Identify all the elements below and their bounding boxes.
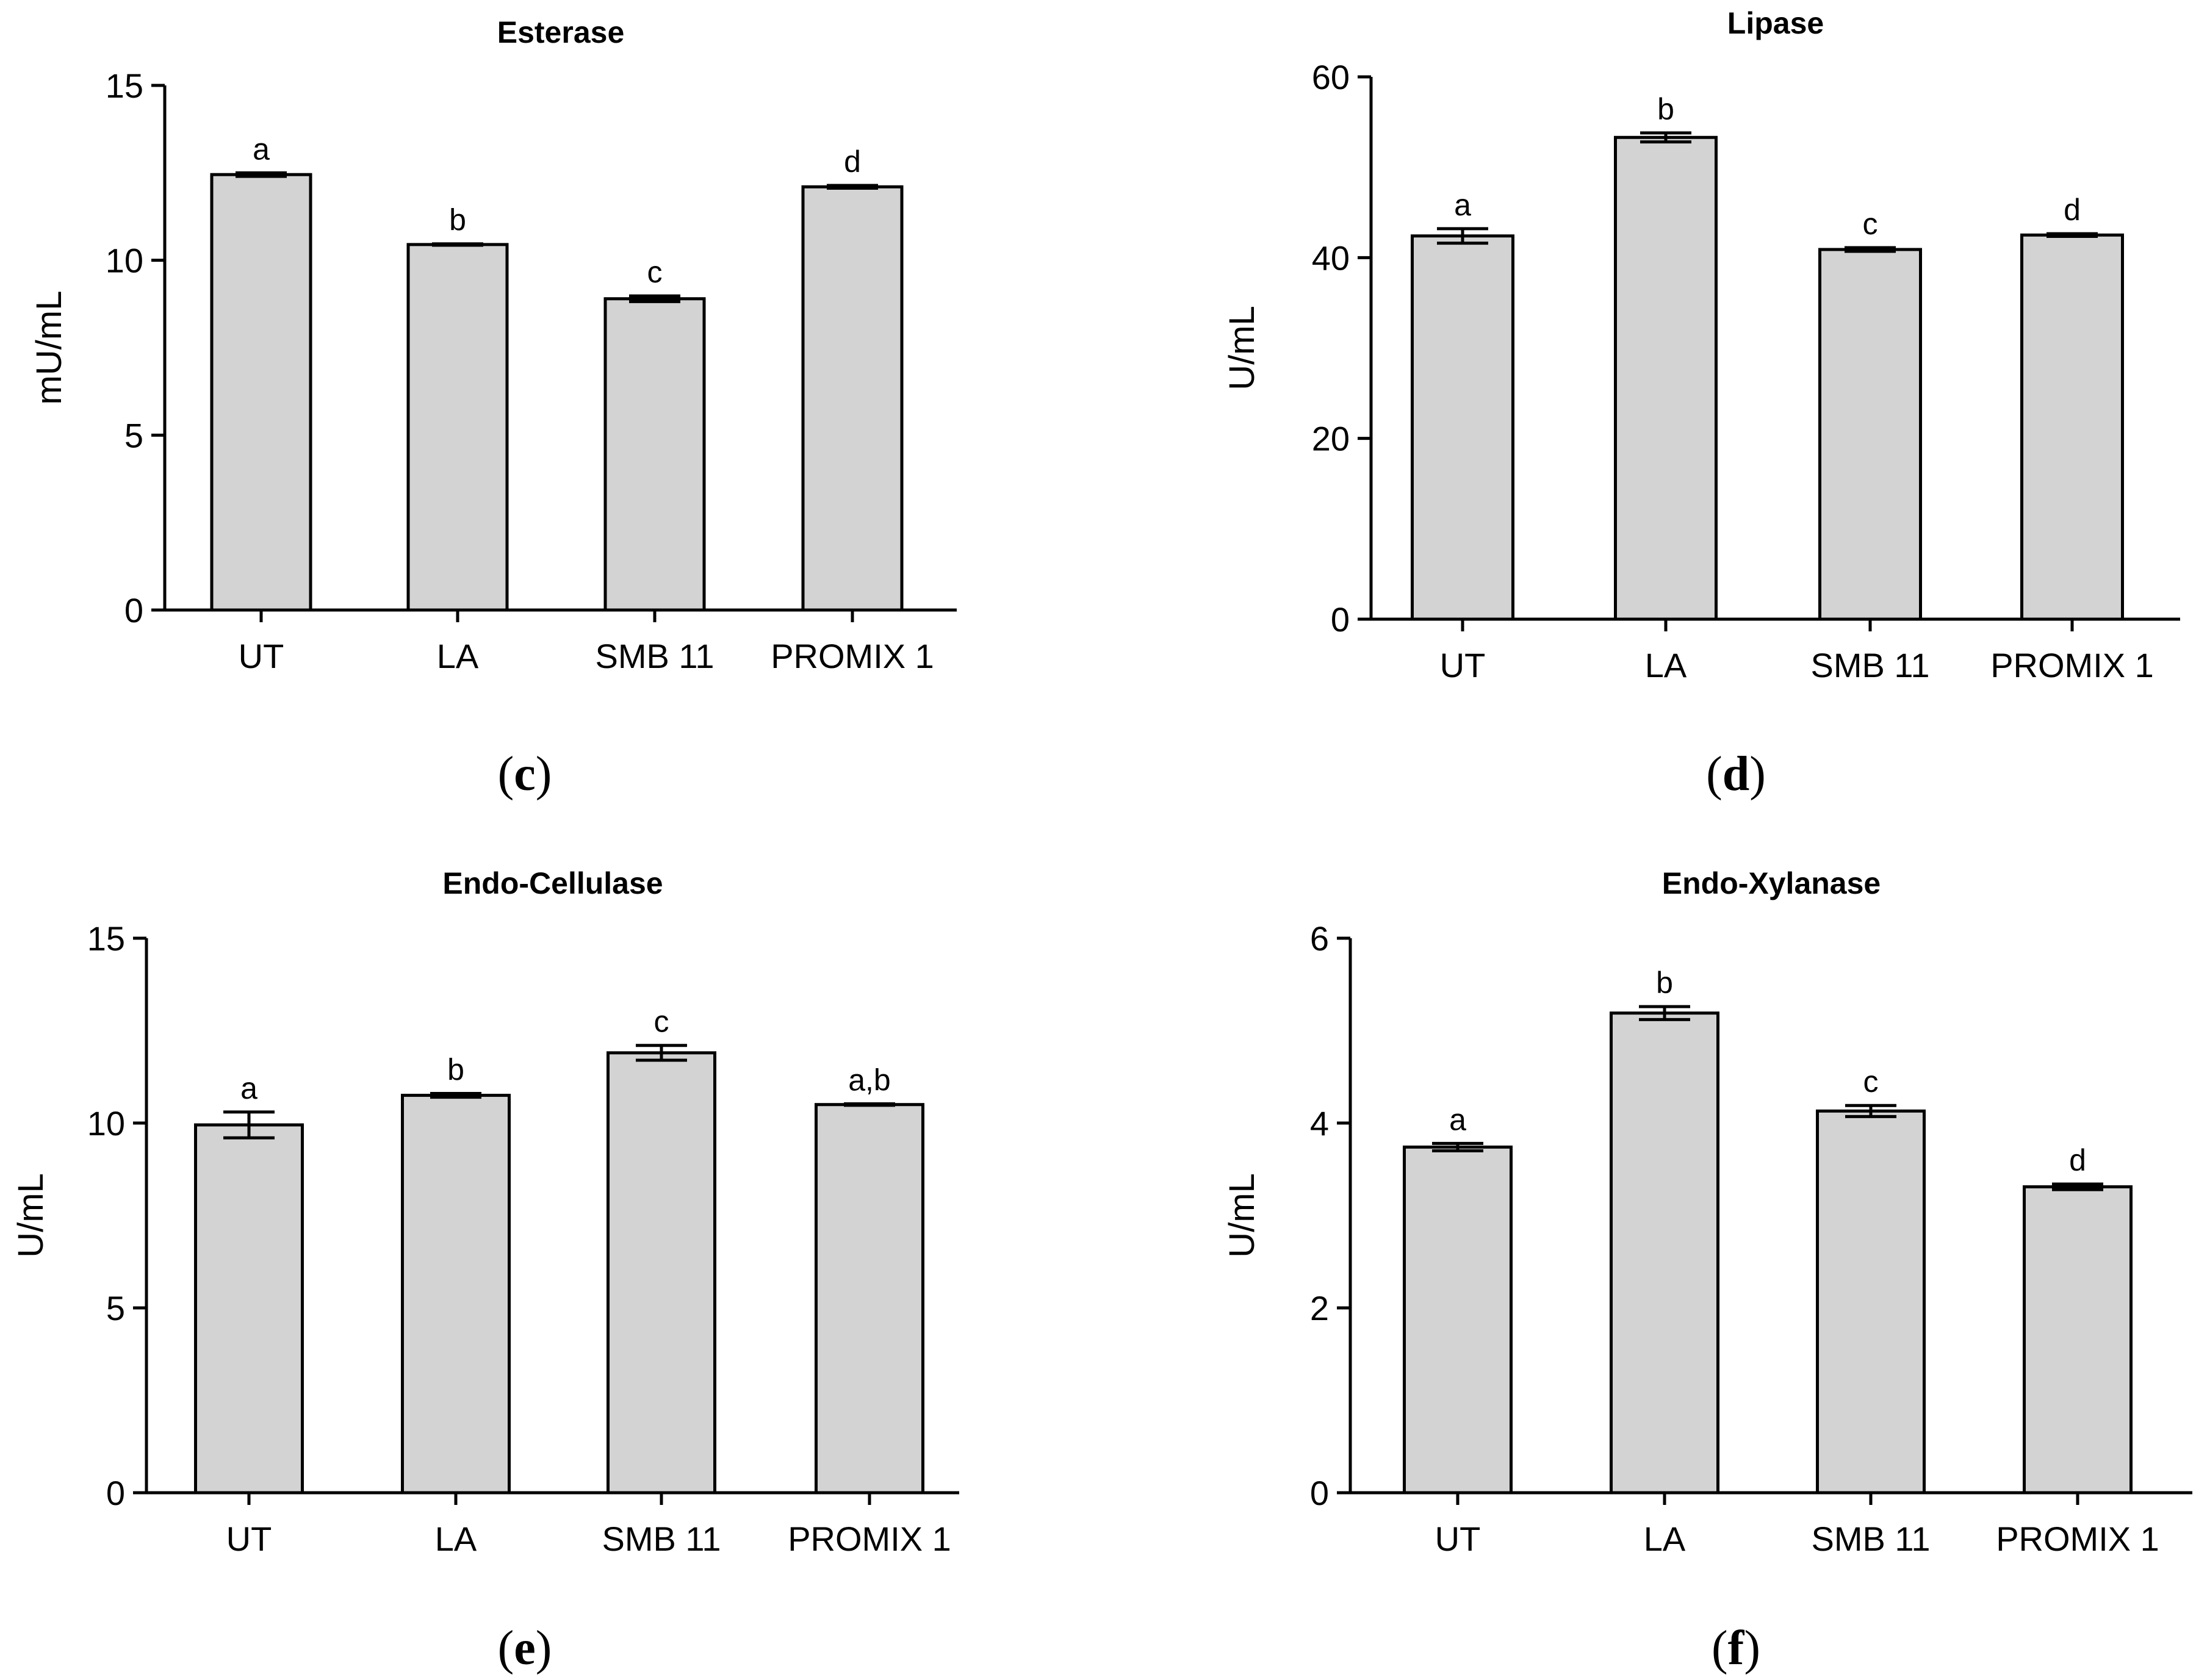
category-label-c-1: LA xyxy=(437,637,479,675)
bar-e-1 xyxy=(401,1094,511,1495)
significance-label-f-0: a xyxy=(1449,1102,1466,1136)
y-tick-label-d-2: 40 xyxy=(1312,239,1350,277)
significance-label-e-0: a xyxy=(240,1071,257,1105)
y-tick-label-d-3: 60 xyxy=(1312,58,1350,96)
category-label-e-1: LA xyxy=(435,1520,477,1558)
y-tick-label-c-3: 15 xyxy=(106,66,143,105)
category-label-f-0: UT xyxy=(1435,1520,1481,1558)
bar-f-3 xyxy=(2023,1185,2133,1495)
significance-label-c-1: b xyxy=(449,203,466,237)
y-tick-label-e-3: 15 xyxy=(87,919,125,958)
chart-title-e: Endo-Cellulase xyxy=(442,866,663,900)
significance-label-f-2: c xyxy=(1863,1064,1879,1099)
category-label-d-0: UT xyxy=(1440,646,1486,684)
panel-label-d: (d) xyxy=(1706,747,1766,801)
significance-label-d-0: a xyxy=(1454,188,1471,222)
bar-c-3 xyxy=(801,185,904,612)
y-tick-label-e-2: 10 xyxy=(87,1104,125,1143)
significance-label-d-1: b xyxy=(1657,92,1674,126)
bar-d-2 xyxy=(1818,248,1922,621)
significance-label-f-3: d xyxy=(2069,1143,2086,1177)
category-label-e-3: PROMIX 1 xyxy=(788,1520,951,1558)
panel-c: Esterase mU/mL 0 5 10 15 a UT b LA c SMB 11 d PROMIX … xyxy=(29,15,957,801)
category-label-e-2: SMB 11 xyxy=(602,1520,721,1558)
y-tick-label-d-1: 20 xyxy=(1312,420,1350,458)
category-label-c-3: PROMIX 1 xyxy=(771,637,934,675)
y-tick-label-e-1: 5 xyxy=(106,1289,125,1327)
chart-title-d: Lipase xyxy=(1727,6,1824,40)
y-tick-label-e-0: 0 xyxy=(106,1474,125,1512)
significance-label-d-3: d xyxy=(2064,193,2081,227)
bar-e-2 xyxy=(607,1051,716,1495)
chart-title-f: Endo-Xylanase xyxy=(1662,866,1881,900)
bar-f-1 xyxy=(1610,1011,1719,1495)
y-tick-label-c-0: 0 xyxy=(124,591,143,630)
bar-d-0 xyxy=(1411,234,1514,621)
bar-e-3 xyxy=(815,1103,924,1495)
bar-c-2 xyxy=(603,297,706,612)
y-tick-label-f-2: 4 xyxy=(1310,1104,1329,1143)
bar-f-2 xyxy=(1816,1109,1926,1495)
category-label-f-2: SMB 11 xyxy=(1811,1520,1930,1558)
bar-c-0 xyxy=(210,173,312,612)
category-label-c-0: UT xyxy=(239,637,284,675)
significance-label-e-1: b xyxy=(447,1053,464,1087)
bar-e-0 xyxy=(194,1123,304,1495)
significance-label-e-2: c xyxy=(654,1005,669,1039)
significance-label-f-1: b xyxy=(1656,966,1673,1000)
panel-label-e: (e) xyxy=(498,1621,552,1675)
bar-c-1 xyxy=(406,243,509,612)
y-tick-label-f-3: 6 xyxy=(1310,919,1329,958)
y-axis-label-e: U/mL xyxy=(11,1173,51,1258)
chart-title-c: Esterase xyxy=(497,15,625,49)
y-axis-label-f: U/mL xyxy=(1222,1173,1262,1258)
panel-d: Lipase U/mL 0 20 40 60 a UT b LA c SMB 11 d PROMIX 1 (… xyxy=(1222,6,2180,801)
y-tick-label-c-2: 10 xyxy=(106,242,143,280)
y-axis-label-c: mU/mL xyxy=(29,291,69,405)
significance-label-c-2: c xyxy=(647,255,663,289)
bar-f-0 xyxy=(1403,1145,1513,1495)
panel-label-c: (c) xyxy=(498,747,552,801)
bar-d-1 xyxy=(1614,135,1718,621)
category-label-d-3: PROMIX 1 xyxy=(1990,646,2154,684)
y-tick-label-c-1: 5 xyxy=(124,416,143,454)
panel-label-f: (f) xyxy=(1712,1621,1760,1675)
category-label-d-2: SMB 11 xyxy=(1810,646,1929,684)
category-label-f-1: LA xyxy=(1644,1520,1686,1558)
significance-label-e-3: a,b xyxy=(848,1063,891,1097)
category-label-f-3: PROMIX 1 xyxy=(1996,1520,2159,1558)
significance-label-c-3: d xyxy=(844,145,861,179)
panel-e: Endo-Cellulase U/mL 0 5 10 15 a UT b LA c SMB 11 a,b… xyxy=(11,866,959,1675)
y-axis-label-d: U/mL xyxy=(1222,306,1262,390)
significance-label-c-0: a xyxy=(253,132,270,166)
significance-label-d-2: c xyxy=(1863,207,1878,241)
y-tick-label-f-1: 2 xyxy=(1310,1289,1329,1327)
panel-f: Endo-Xylanase U/mL 0 2 4 6 a UT b LA c SMB 11 d PROMI… xyxy=(1222,866,2192,1675)
bar-d-3 xyxy=(2020,233,2124,621)
category-label-c-2: SMB 11 xyxy=(595,637,714,675)
category-label-e-0: UT xyxy=(226,1520,272,1558)
y-tick-label-f-0: 0 xyxy=(1310,1474,1329,1512)
y-tick-label-d-0: 0 xyxy=(1331,600,1350,639)
category-label-d-1: LA xyxy=(1645,646,1687,684)
